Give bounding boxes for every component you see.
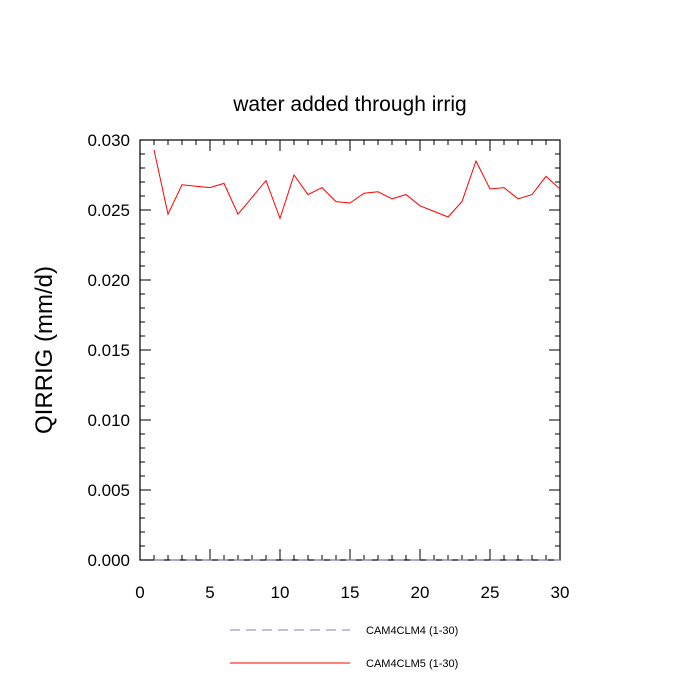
y-tick-label: 0.015: [87, 341, 130, 360]
legend-label-2: CAM4CLM5 (1-30): [366, 658, 458, 670]
series-line-2: [153, 149, 561, 220]
x-tick-label: 5: [205, 583, 214, 602]
y-tick-label: 0.025: [87, 201, 130, 220]
x-tick-label: 0: [135, 583, 144, 602]
x-tick-label: 20: [411, 583, 430, 602]
y-tick-label: 0.030: [87, 131, 130, 150]
y-tick-label: 0.000: [87, 551, 130, 570]
y-tick-label: 0.020: [87, 271, 130, 290]
y-tick-label: 0.010: [87, 411, 130, 430]
y-tick-label: 0.005: [87, 481, 130, 500]
legend-label-1: CAM4CLM4 (1-30): [366, 625, 458, 637]
x-tick-label: 30: [551, 583, 570, 602]
legend: CAM4CLM4 (1-30) CAM4CLM5 (1-30): [230, 625, 458, 670]
x-tick-label: 10: [271, 583, 290, 602]
y-axis-label: QIRRIG (mm/d): [31, 266, 58, 434]
x-tick-label: 25: [481, 583, 500, 602]
chart-title: water added through irrig: [232, 93, 466, 116]
plot-area: 0 5 10 15 20 25 30 0.000 0.005 0.010 0.015 0.020 0.0…: [87, 131, 569, 602]
x-tick-label: 15: [341, 583, 360, 602]
